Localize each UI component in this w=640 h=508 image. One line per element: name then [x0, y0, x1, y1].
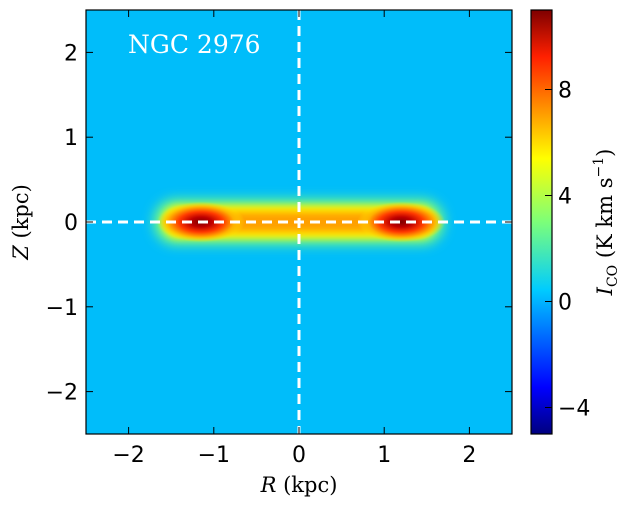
colorbar: 8 4 0 −4 ICO (K km s−1)	[530, 9, 621, 435]
colorbar-tick-label: 0	[558, 291, 572, 316]
x-axis-label: R (kpc)	[260, 473, 338, 497]
y-tick-label: 1	[64, 126, 78, 151]
y-axis-symbol: Z	[9, 245, 33, 261]
colorbar-symbol: I	[593, 286, 617, 296]
heatmap-panel	[86, 10, 512, 434]
galaxy-annotation: NGC 2976	[128, 30, 261, 59]
y-tick-label: −2	[46, 381, 78, 406]
colorbar-ticks: 8 4 0 −4	[545, 79, 590, 422]
x-tick-label: 0	[292, 443, 306, 468]
emission-peak	[357, 201, 446, 243]
colorbar-tick-label: 4	[558, 185, 572, 210]
y-tick-label: 0	[64, 211, 78, 236]
colorbar-gradient	[530, 9, 553, 435]
x-axis-symbol: R	[260, 473, 277, 497]
y-axis-ticks: 2 1 0 −1 −2	[46, 41, 512, 406]
x-tick-label: 2	[462, 443, 476, 468]
y-axis-unit: (kpc)	[9, 184, 33, 238]
colorbar-tick-label: 8	[558, 79, 572, 104]
y-axis-label: Z (kpc)	[9, 184, 33, 261]
x-tick-label: 1	[377, 443, 391, 468]
colorbar-tick-label: −4	[558, 397, 590, 422]
x-axis-ticks: −2 −1 0 1 2	[112, 10, 476, 468]
y-tick-label: −1	[46, 296, 78, 321]
colorbar-label: ICO (K km s−1)	[591, 149, 621, 297]
x-axis-unit: (kpc)	[283, 473, 337, 497]
colorbar-unit: (K km s	[593, 178, 617, 259]
x-tick-label: −2	[112, 443, 144, 468]
y-tick-label: 2	[64, 41, 78, 66]
colorbar-unit-close: )	[593, 149, 617, 157]
x-tick-label: −1	[198, 443, 230, 468]
colorbar-unit-exponent: −1	[591, 157, 607, 178]
colorbar-subscript: CO	[605, 265, 621, 287]
